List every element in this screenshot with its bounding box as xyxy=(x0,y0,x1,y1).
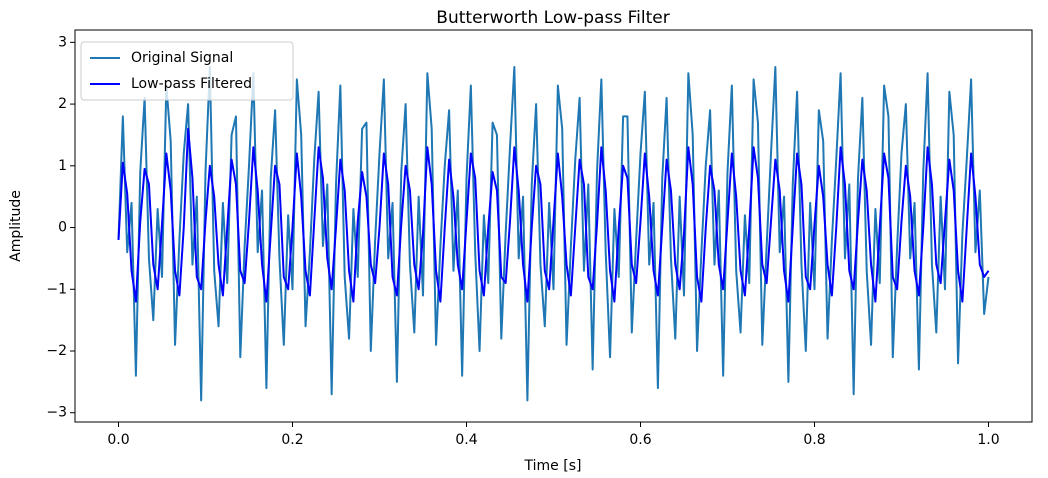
y-axis-label: Amplitude xyxy=(8,190,24,262)
x-tick-label: 0.0 xyxy=(107,432,129,448)
y-tick-label: −2 xyxy=(46,343,67,359)
x-tick-label: 0.4 xyxy=(455,432,477,448)
x-tick-label: 0.8 xyxy=(803,432,825,448)
plot-frame xyxy=(74,29,1033,423)
x-tick-label: 1.0 xyxy=(977,432,999,448)
x-tick-label: 0.6 xyxy=(629,432,651,448)
y-tick-label: 2 xyxy=(58,96,67,112)
line-series xyxy=(117,66,990,402)
legend-label: Original Signal xyxy=(131,50,233,66)
y-tick-label: −1 xyxy=(46,281,67,297)
line-series xyxy=(117,127,990,303)
x-tick-label: 0.2 xyxy=(281,432,303,448)
legend-label: Low-pass Filtered xyxy=(131,76,252,92)
legend: Original Signal Low-pass Filtered xyxy=(80,41,294,101)
chart-title: Butterworth Low-pass Filter xyxy=(436,8,669,28)
y-tick-label: −3 xyxy=(46,405,67,421)
x-axis-label: Time [s] xyxy=(524,458,582,474)
legend-box xyxy=(80,41,294,101)
y-tick-label: 3 xyxy=(58,34,67,50)
y-tick-label: 1 xyxy=(58,158,67,174)
y-tick-label: 0 xyxy=(58,220,67,236)
